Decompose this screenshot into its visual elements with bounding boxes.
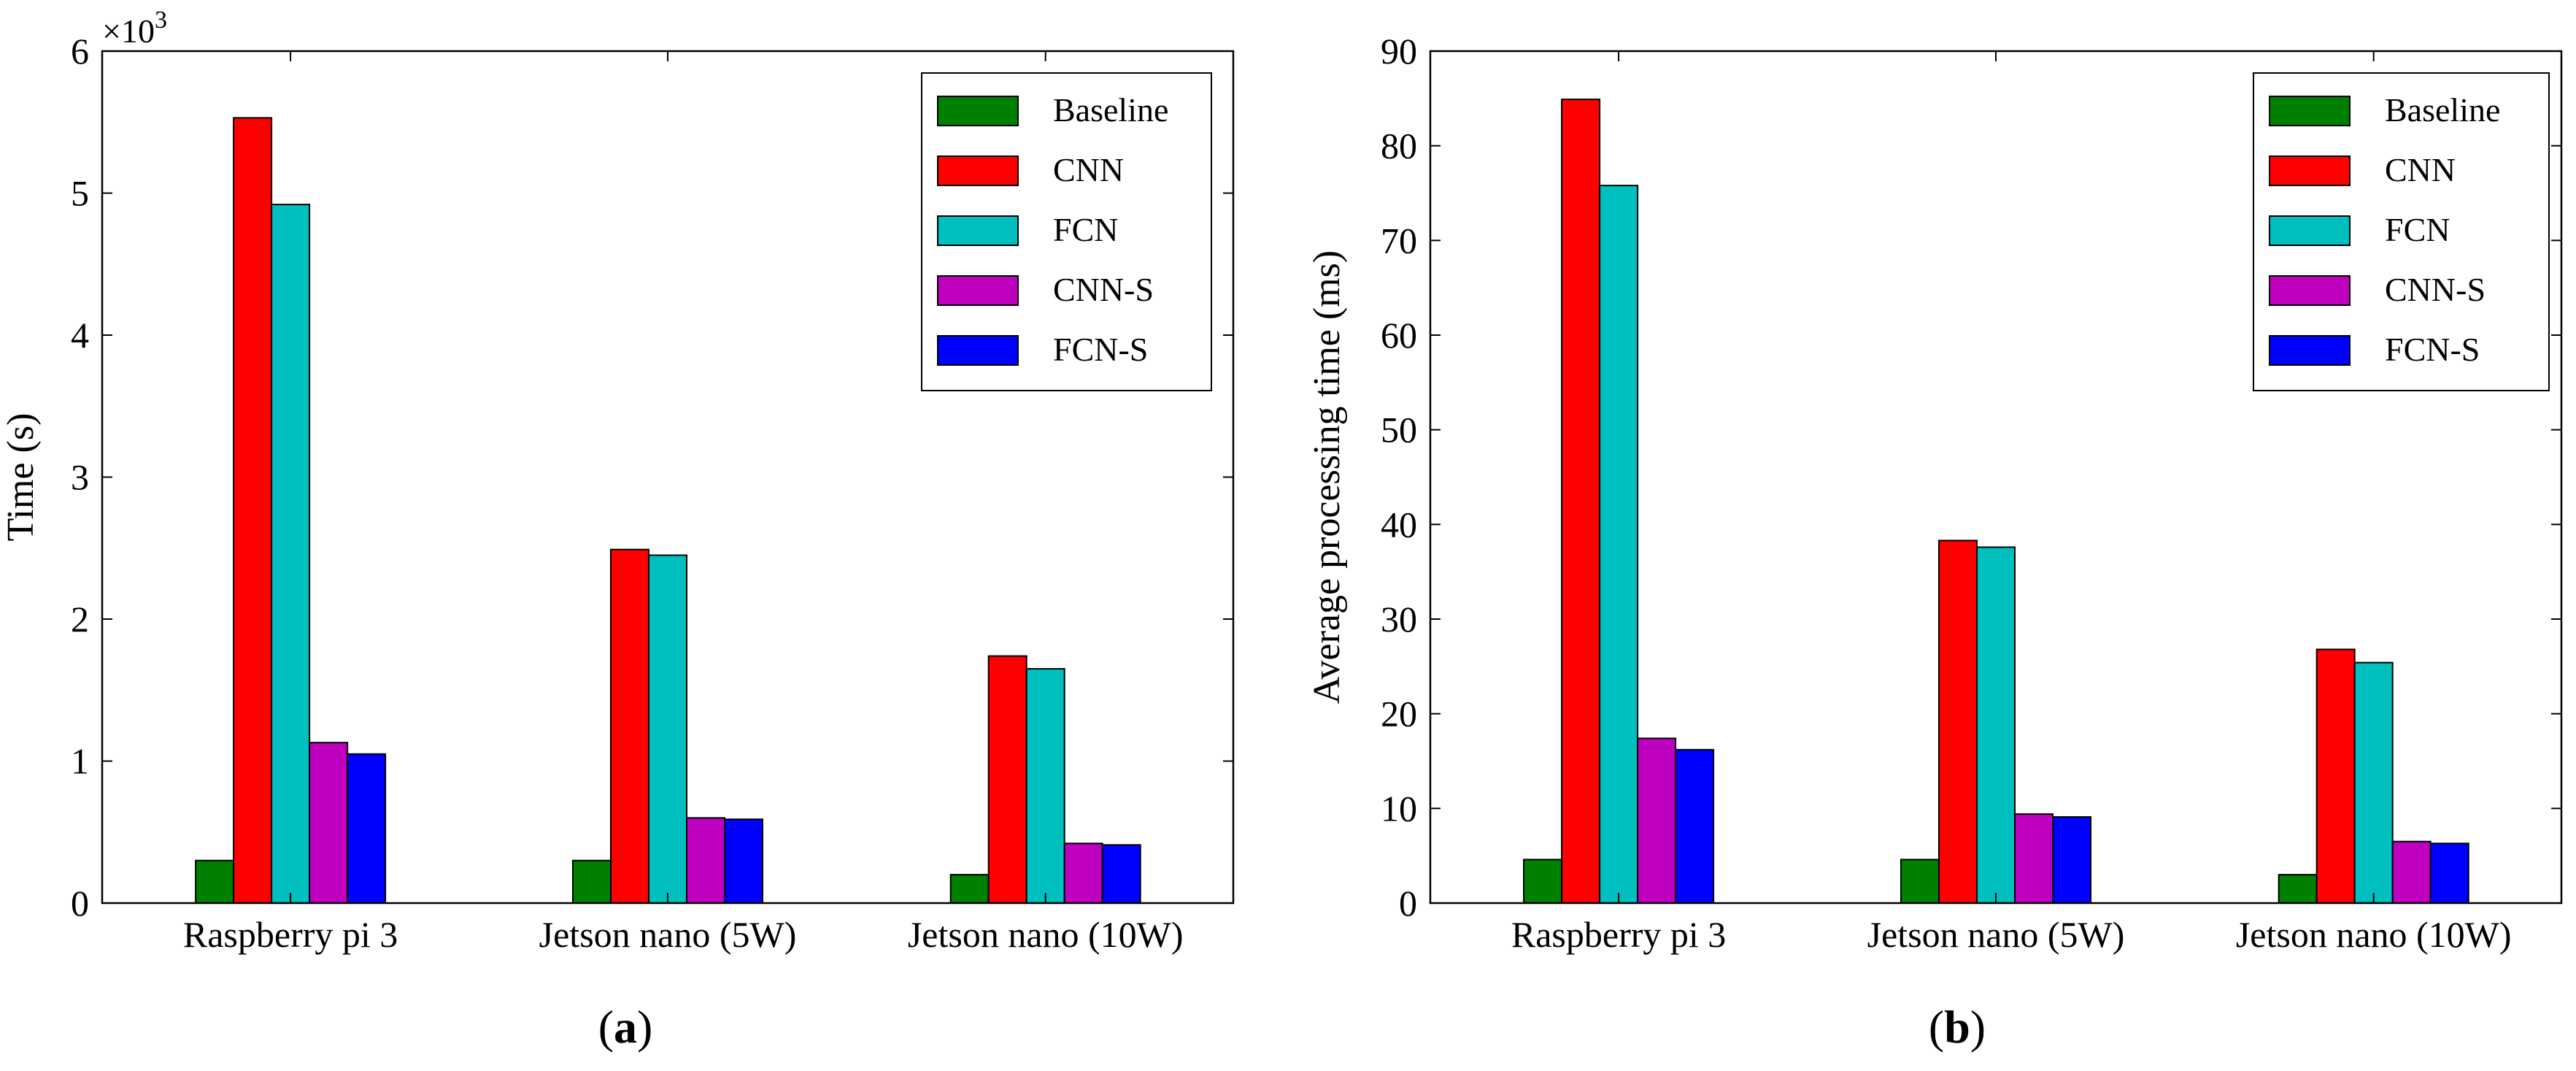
bar-fcn-s-3: [2429, 842, 2469, 905]
bar-fcn-1: [1599, 185, 1639, 905]
y-tick-label: 0: [71, 883, 89, 924]
bar-baseline-3: [2278, 874, 2318, 904]
sub-caption-open: (: [598, 1001, 614, 1053]
bar-cnn-3: [2315, 648, 2356, 904]
bar-fcn-3: [1025, 668, 1065, 904]
y-tick-label: 20: [1381, 694, 1417, 734]
y-tick-label: 0: [1399, 883, 1417, 924]
legend-swatch-cnn-s: [2269, 275, 2351, 306]
bar-cnn-s-3: [2391, 840, 2432, 904]
x-tick-label: Raspberry pi 3: [1511, 914, 1726, 955]
y-axis-label: Average processing time (ms): [1306, 250, 1348, 704]
bar-cnn-3: [987, 655, 1027, 904]
legend-label-cnn: CNN: [2385, 151, 2456, 188]
legend-swatch-fcn: [937, 215, 1019, 246]
legend-label-fcn-s: FCN-S: [2385, 331, 2480, 368]
sub-caption: (a): [598, 1001, 653, 1053]
legend-swatch-cnn: [937, 156, 1019, 186]
sub-caption-close: ): [637, 1001, 652, 1053]
bar-cnn-s-1: [309, 742, 349, 905]
x-tick-label: Jetson nano (10W): [908, 914, 1184, 955]
bar-fcn-s-1: [1675, 748, 1715, 905]
y-tick-label: 30: [1381, 599, 1417, 640]
bar-cnn-s-2: [686, 817, 725, 905]
sub-caption-close: ): [1970, 1001, 1986, 1053]
legend-swatch-fcn: [2269, 215, 2351, 246]
y-multiplier-label: ×103: [102, 7, 167, 50]
legend-label-baseline: Baseline: [2385, 91, 2500, 128]
bar-cnn-2: [610, 548, 649, 904]
y-tick-label: 50: [1381, 410, 1417, 450]
legend-label-fcn-s: FCN-S: [1053, 331, 1148, 368]
plot-frame: [1429, 50, 2563, 905]
bar-cnn-s-1: [1637, 737, 1677, 905]
x-tick-label: Raspberry pi 3: [183, 914, 398, 955]
legend-swatch-baseline: [937, 96, 1019, 126]
y-multiplier-base: ×10: [102, 12, 155, 50]
y-tick-label: 5: [71, 173, 89, 214]
y-tick-label: 3: [71, 457, 89, 498]
y-tick-label: 80: [1381, 126, 1417, 166]
bar-fcn-s-2: [2052, 816, 2091, 904]
sub-caption-open: (: [1929, 1001, 1944, 1053]
legend-swatch-fcn-s: [937, 335, 1019, 366]
y-tick-label: 6: [71, 31, 89, 72]
x-tick-label: Jetson nano (5W): [1867, 914, 2125, 955]
bar-baseline-3: [949, 874, 990, 904]
sub-caption-letter: a: [614, 1001, 637, 1053]
bar-cnn-1: [1561, 99, 1601, 905]
y-multiplier-exponent: 3: [155, 7, 167, 34]
y-tick-label: 1: [71, 741, 89, 782]
bar-fcn-2: [648, 554, 687, 904]
legend-label-cnn-s: CNN-S: [2385, 271, 2486, 308]
bar-baseline-2: [572, 859, 612, 904]
legend-label-fcn: FCN: [1053, 211, 1118, 248]
y-tick-label: 2: [71, 599, 89, 640]
sub-caption-letter: b: [1944, 1001, 1970, 1053]
bar-baseline-1: [195, 859, 235, 904]
legend-swatch-fcn-s: [2269, 335, 2351, 366]
y-tick-label: 70: [1381, 220, 1417, 261]
y-tick-label: 60: [1381, 315, 1417, 356]
y-tick-label: 10: [1381, 788, 1417, 829]
y-tick-label: 90: [1381, 31, 1417, 72]
bar-cnn-s-2: [2014, 813, 2054, 904]
legend-label-cnn: CNN: [1053, 151, 1124, 188]
bar-fcn-s-2: [724, 818, 763, 904]
y-tick-label: 4: [71, 315, 89, 356]
legend-label-baseline: Baseline: [1053, 91, 1168, 128]
bar-fcn-s-3: [1101, 844, 1141, 905]
panel-b: Raspberry pi 3 Jetson nano (5W) Jetson nan…: [1306, 31, 2563, 1053]
bar-cnn-1: [233, 117, 273, 904]
y-tick-label: 40: [1381, 504, 1417, 545]
panel-a: Raspberry pi 3 Jetson nano (5W) Jetson nan…: [0, 7, 1235, 1053]
legend-label-cnn-s: CNN-S: [1053, 271, 1154, 308]
legend-swatch-cnn-s: [937, 275, 1019, 306]
bar-cnn-2: [1938, 540, 1978, 905]
bar-cnn-s-3: [1063, 842, 1103, 905]
legend-swatch-baseline: [2269, 96, 2351, 126]
bar-baseline-1: [1523, 859, 1563, 905]
bar-fcn-1: [271, 204, 311, 905]
legend-swatch-cnn: [2269, 156, 2351, 186]
bar-fcn-s-1: [347, 753, 387, 905]
bar-fcn-2: [1976, 546, 2016, 904]
legend-label-fcn: FCN: [2385, 211, 2450, 248]
y-axis-label: Time (s): [0, 413, 42, 542]
x-tick-label: Jetson nano (10W): [2236, 914, 2512, 955]
bar-fcn-3: [2353, 661, 2394, 904]
x-tick-label: Jetson nano (5W): [539, 914, 797, 955]
sub-caption: (b): [1929, 1001, 1986, 1053]
bar-baseline-2: [1900, 859, 1940, 905]
